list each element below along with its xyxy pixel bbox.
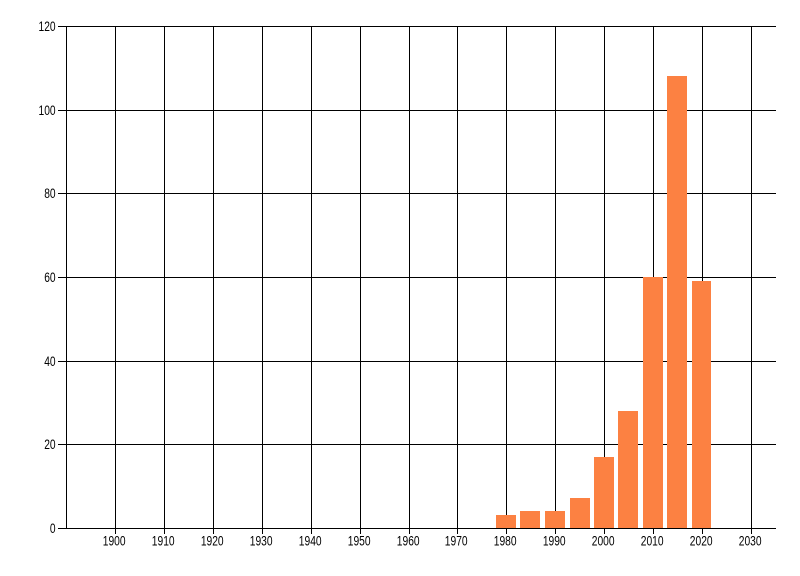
svg-text:40: 40 [44,353,56,369]
svg-text:120: 120 [39,18,56,34]
svg-text:100: 100 [39,102,56,118]
svg-text:60: 60 [44,269,56,285]
svg-text:1980: 1980 [494,533,517,549]
svg-text:2020: 2020 [690,533,713,549]
svg-text:1940: 1940 [299,533,322,549]
svg-text:1960: 1960 [397,533,420,549]
svg-text:1930: 1930 [250,533,273,549]
svg-text:2010: 2010 [641,533,664,549]
svg-text:80: 80 [44,185,56,201]
svg-text:1910: 1910 [152,533,175,549]
svg-text:1990: 1990 [543,533,566,549]
svg-text:1950: 1950 [348,533,371,549]
svg-text:2030: 2030 [739,533,762,549]
svg-text:1920: 1920 [201,533,224,549]
svg-text:20: 20 [44,436,56,452]
svg-text:1900: 1900 [103,533,126,549]
svg-text:1970: 1970 [445,533,468,549]
svg-text:0: 0 [50,520,56,536]
svg-text:2000: 2000 [592,533,615,549]
